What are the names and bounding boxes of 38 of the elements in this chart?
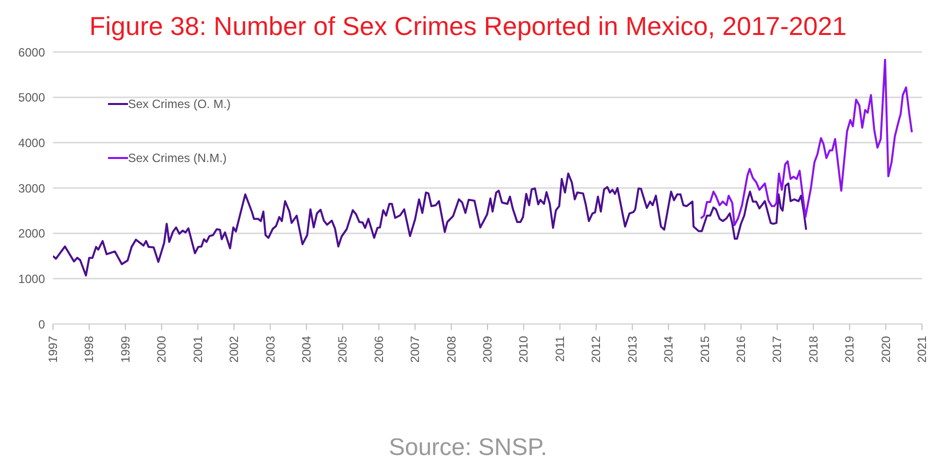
x-tick-label: 2002 — [227, 336, 242, 363]
y-tick-label: 6000 — [18, 45, 46, 60]
x-tick-label: 2013 — [625, 336, 640, 363]
x-tick-label: 2004 — [299, 336, 314, 363]
x-tick-label: 2003 — [263, 336, 278, 363]
legend-label: Sex Crimes (O. M.) — [128, 97, 231, 111]
x-tick-label: 1997 — [46, 336, 60, 363]
y-tick-label: 5000 — [18, 90, 46, 105]
source-note: Source: SNSP. — [388, 434, 548, 462]
x-tick-label: 2005 — [336, 336, 350, 363]
line-series — [700, 58, 913, 226]
x-tick-label: 2012 — [589, 336, 604, 363]
x-tick-label: 2015 — [698, 336, 712, 363]
x-tick-label: 2018 — [806, 336, 820, 363]
x-tick-label: 2006 — [372, 336, 386, 363]
line-series — [53, 172, 808, 276]
y-tick-label: 1000 — [18, 272, 46, 286]
chart-title: Figure 38: Number of Sex Crimes Reported in Mexico, 2017-2021 — [88, 10, 848, 43]
x-tick-label: 2014 — [662, 336, 676, 363]
x-tick-label: 1999 — [118, 336, 132, 363]
x-tick-label: 2016 — [734, 336, 748, 363]
x-tick-label: 2000 — [154, 336, 169, 363]
x-tick-label: 2021 — [915, 336, 929, 363]
x-tick-label: 2007 — [408, 336, 422, 363]
x-tick-label: 2010 — [516, 336, 531, 363]
x-tick-label: 2009 — [480, 336, 494, 363]
legend-label: Sex Crimes (N.M.) — [128, 151, 227, 165]
y-tick-label: 0 — [38, 317, 46, 332]
x-tick-label: 2008 — [444, 336, 458, 363]
y-tick-label: 2000 — [18, 226, 46, 241]
x-tick-label: 1998 — [82, 336, 96, 363]
y-tick-label: 4000 — [18, 136, 46, 150]
x-tick-label: 2019 — [842, 336, 857, 363]
x-tick-label: 2011 — [552, 336, 567, 362]
x-tick-label: 2001 — [190, 336, 205, 363]
x-tick-label: 2020 — [878, 336, 893, 363]
y-tick-label: 3000 — [18, 181, 46, 196]
x-tick-label: 2017 — [770, 336, 784, 363]
